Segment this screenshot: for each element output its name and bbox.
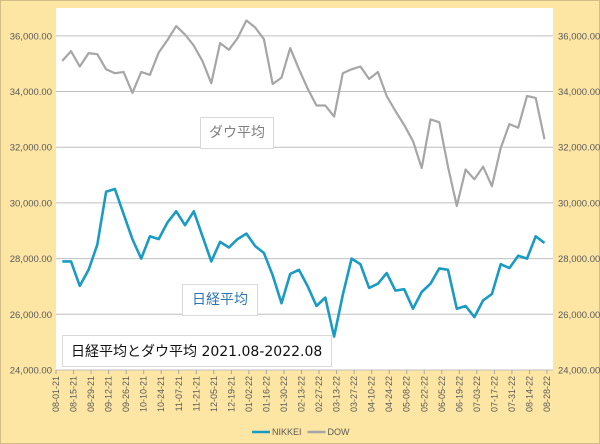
y2-tick-label: 36,000.00 bbox=[558, 31, 600, 42]
y-axis-left: 24,000.00 26,000.00 28,000.00 30,000.00 32,0… bbox=[10, 31, 52, 376]
y2-tick-label: 32,000.00 bbox=[558, 143, 600, 154]
x-tick-label: 11-07-21 bbox=[174, 376, 184, 411]
plot-area bbox=[56, 8, 553, 370]
legend-item-dow: DOW bbox=[307, 427, 351, 437]
x-tick-label: 02-27-22 bbox=[314, 376, 324, 412]
x-tick-label: 08-01-21 bbox=[51, 376, 61, 412]
y2-tick-label: 28,000.00 bbox=[558, 254, 600, 265]
x-tick-label: 07-17-22 bbox=[489, 376, 499, 412]
x-tick-label: 04-24-22 bbox=[384, 376, 394, 412]
y-tick-label: 24,000.00 bbox=[10, 366, 52, 377]
legend: NIKKEI DOW bbox=[252, 427, 350, 437]
y-tick-label: 34,000.00 bbox=[10, 87, 52, 98]
x-tick-label: 12-19-21 bbox=[226, 376, 236, 412]
x-tick-label: 03-27-22 bbox=[349, 376, 359, 412]
legend-item-nikkei: NIKKEI bbox=[252, 427, 302, 437]
x-tick-label: 07-03-22 bbox=[472, 376, 482, 412]
y2-tick-label: 24,000.00 bbox=[558, 366, 600, 377]
y-tick-label: 26,000.00 bbox=[10, 310, 52, 321]
legend-label: NIKKEI bbox=[272, 427, 302, 437]
x-tick-label: 04-10-22 bbox=[367, 376, 377, 412]
y-tick-label: 30,000.00 bbox=[10, 198, 52, 209]
x-tick-label: 08-14-22 bbox=[524, 376, 534, 412]
y-axis-right: 24,000.00 26,000.00 28,000.00 30,000.00 32,0… bbox=[558, 31, 600, 376]
y-tick-label: 32,000.00 bbox=[10, 143, 52, 154]
x-tick-label: 11-21-21 bbox=[191, 376, 201, 411]
x-tick-label: 09-26-21 bbox=[121, 376, 131, 412]
x-tick-label: 07-31-22 bbox=[507, 376, 517, 412]
y2-tick-label: 34,000.00 bbox=[558, 87, 600, 98]
chart-title: 日経平均とダウ平均 2021.08-2022.08 bbox=[62, 335, 332, 367]
x-tick-label: 08-28-22 bbox=[542, 376, 552, 412]
dow-annotation: ダウ平均 bbox=[200, 117, 274, 149]
y-tick-label: 28,000.00 bbox=[10, 254, 52, 265]
series-line-nikkei bbox=[62, 187, 546, 338]
x-tick-label: 01-02-22 bbox=[244, 376, 254, 412]
y2-tick-label: 26,000.00 bbox=[558, 310, 600, 321]
x-tick-label: 01-16-22 bbox=[261, 376, 271, 412]
x-tick-label: 05-22-22 bbox=[419, 376, 429, 412]
x-axis: 08-01-21 08-15-21 08-29-21 09-12-21 09-26-21… bbox=[51, 369, 553, 412]
gridlines bbox=[56, 35, 553, 315]
x-tick-label: 08-29-21 bbox=[86, 376, 96, 412]
x-tick-label: 01-30-22 bbox=[279, 376, 289, 412]
nikkei-annotation: 日経平均 bbox=[182, 284, 258, 316]
x-tick-label: 06-05-22 bbox=[437, 376, 447, 412]
series-line-dow bbox=[61, 19, 546, 208]
series-lines bbox=[61, 19, 546, 338]
x-tick-label: 12-05-21 bbox=[209, 376, 219, 412]
x-tick-label: 02-13-22 bbox=[297, 376, 307, 412]
x-tick-label: 06-19-22 bbox=[454, 376, 464, 412]
x-tick-label: 10-24-21 bbox=[156, 376, 166, 412]
x-tick-label: 03-13-22 bbox=[332, 376, 342, 412]
y-tick-label: 36,000.00 bbox=[10, 31, 52, 42]
x-tick-label: 05-08-22 bbox=[402, 376, 412, 412]
y2-tick-label: 30,000.00 bbox=[558, 198, 600, 209]
x-tick-label: 08-15-21 bbox=[69, 376, 79, 412]
legend-label: DOW bbox=[328, 427, 351, 437]
x-tick-label: 10-10-21 bbox=[139, 376, 149, 412]
x-tick-label: 09-12-21 bbox=[104, 376, 114, 412]
